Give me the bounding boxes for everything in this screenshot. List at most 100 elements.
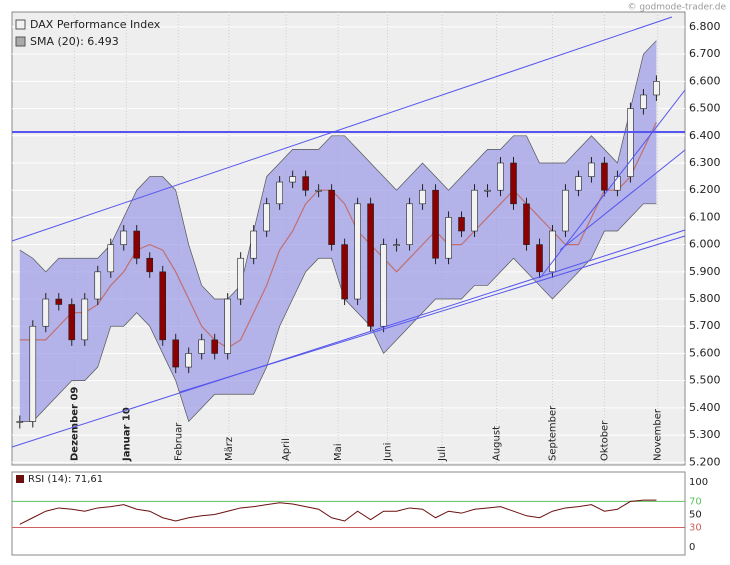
legend-label: DAX Performance Index	[30, 18, 161, 31]
candle	[42, 298, 50, 327]
y-tick-label: 5.400	[689, 401, 721, 414]
candle	[315, 189, 322, 192]
candle	[289, 176, 296, 183]
y-tick-label: 6.000	[689, 238, 721, 251]
x-tick-label: Juli	[437, 446, 448, 462]
candle	[224, 298, 231, 354]
candle	[146, 257, 154, 273]
candle	[198, 339, 205, 354]
watermark: © godmode-trader.de	[627, 3, 726, 13]
candle	[627, 108, 634, 177]
rsi-plot: 0 30 50 70 100	[12, 477, 708, 553]
y-tick-label: 5.900	[689, 265, 721, 278]
candle	[497, 162, 504, 191]
x-tick-label: November	[653, 408, 664, 461]
legend-label: SMA (20): 6.493	[30, 35, 119, 48]
candle	[549, 230, 556, 273]
x-tick-label: Januar 10	[121, 407, 132, 462]
candle	[380, 244, 387, 327]
candle	[94, 271, 102, 300]
candle	[523, 203, 530, 245]
y-tick-label: 100	[689, 477, 708, 488]
candle	[601, 162, 608, 191]
trend-line	[559, 149, 686, 251]
y-tick-label: 50	[689, 509, 702, 520]
y-tick-label: 6.600	[689, 74, 721, 87]
y-tick-label: 0	[689, 542, 695, 553]
candle	[29, 325, 37, 422]
trend-lines	[11, 16, 686, 448]
candle	[536, 244, 543, 273]
candle	[250, 230, 257, 259]
candle	[614, 176, 621, 191]
x-tick-label: April	[281, 438, 292, 461]
legend-label: RSI (14): 71,61	[28, 474, 103, 485]
y-tick-label: 6.700	[689, 47, 721, 60]
y-tick-label: 30	[689, 523, 702, 534]
x-tick-label: Oktober	[599, 420, 610, 461]
legend-swatch	[15, 19, 26, 30]
candle	[68, 304, 76, 341]
x-tick-label: Dezember 09	[69, 387, 80, 461]
candle	[653, 81, 660, 96]
band-line	[19, 203, 657, 423]
candle	[484, 189, 491, 192]
candle	[133, 230, 141, 259]
y-tick-label: 6.100	[689, 210, 721, 223]
trend-line	[11, 16, 673, 242]
candle	[81, 298, 89, 341]
y-tick-label: 5.700	[689, 319, 721, 332]
x-tick-label: März	[224, 437, 235, 461]
y-tick-label: 70	[689, 496, 702, 507]
y-tick-label: 5.300	[689, 428, 721, 441]
candle	[432, 189, 439, 259]
candle	[107, 244, 115, 273]
candle	[302, 176, 309, 191]
trend-line	[11, 229, 686, 448]
main-plot: 5.200 5.300 5.400 5.500 5.600 5.700 5.800 5.900…	[12, 12, 721, 468]
y-tick-label: 6.300	[689, 156, 721, 169]
rsi-line	[19, 499, 657, 525]
x-tick-label: Februar	[173, 422, 184, 461]
candle	[640, 94, 647, 109]
y-tick-label: 5.500	[689, 374, 721, 387]
candle	[263, 203, 270, 232]
y-tick-label: 5.600	[689, 346, 721, 359]
candle	[172, 339, 180, 368]
candle	[16, 421, 24, 423]
sma-line	[19, 121, 657, 349]
bollinger-band	[19, 40, 657, 422]
candle	[341, 244, 348, 300]
band-line	[19, 40, 657, 300]
candle	[55, 298, 63, 305]
x-tick-label: Mai	[333, 443, 344, 461]
legend-swatch	[15, 36, 26, 47]
candle	[419, 189, 426, 205]
x-tick-label: September	[547, 405, 558, 461]
x-tick-label: Juni	[382, 443, 393, 462]
y-tick-label: 6.200	[689, 183, 721, 196]
candle	[393, 244, 400, 246]
candle	[510, 162, 517, 205]
candle	[237, 257, 244, 300]
candle	[276, 181, 283, 205]
candle	[367, 203, 374, 327]
y-tick-label: 5.800	[689, 292, 721, 305]
candle	[354, 203, 361, 300]
rsi-panel	[11, 471, 686, 556]
candle	[185, 353, 192, 368]
y-tick-label: 6.800	[689, 20, 721, 33]
candle	[445, 217, 452, 259]
y-tick-label: 6.500	[689, 102, 721, 115]
trend-line	[179, 235, 686, 393]
legend-swatch	[16, 475, 24, 483]
candle	[159, 271, 167, 341]
candle	[211, 339, 218, 354]
candle	[406, 203, 413, 245]
candle	[120, 230, 128, 245]
candle	[458, 217, 465, 232]
y-tick-label: 5.200	[689, 455, 721, 468]
candle	[575, 176, 582, 191]
candle	[328, 189, 335, 245]
x-tick-label: August	[492, 426, 503, 461]
